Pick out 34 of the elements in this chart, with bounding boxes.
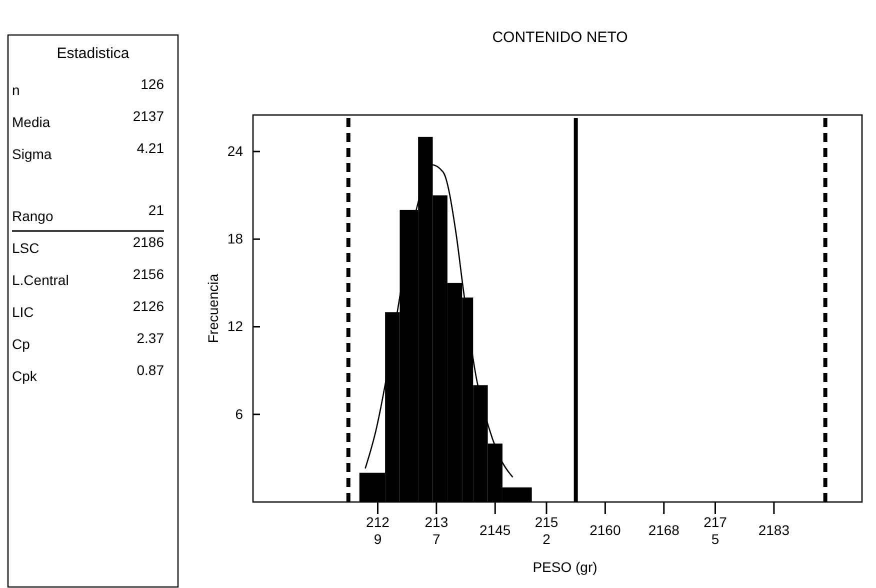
data-label: 2137 bbox=[132, 108, 164, 124]
category-label: LIC bbox=[12, 304, 34, 320]
category-label: Rango bbox=[12, 208, 54, 224]
data-label: 0.87 bbox=[136, 362, 164, 378]
data-label: 2156 bbox=[132, 266, 164, 282]
data-label: 4.21 bbox=[136, 140, 164, 156]
x-tick-label: 2160 bbox=[590, 522, 621, 538]
category-label: Media bbox=[12, 114, 50, 130]
x-tick-label: 213 7 bbox=[424, 514, 448, 547]
y-tick-label: 6 bbox=[235, 406, 244, 422]
x-tick-label: 217 5 bbox=[704, 514, 728, 547]
y-tick-label: 12 bbox=[227, 318, 244, 334]
y-axis-title: Frecuencia bbox=[205, 274, 221, 344]
y-tick-label: 18 bbox=[227, 230, 244, 247]
category-label: LSC bbox=[12, 240, 40, 256]
data-label: 126 bbox=[140, 76, 164, 92]
category-label: Cpk bbox=[12, 368, 38, 384]
text: Estadistica bbox=[56, 45, 130, 62]
y-tick-label: 24 bbox=[227, 142, 244, 159]
x-tick-label: 2168 bbox=[648, 522, 680, 538]
category-label: Sigma bbox=[12, 146, 52, 162]
category-label: n bbox=[12, 82, 20, 98]
data-label: 21 bbox=[148, 202, 164, 218]
chart-title: CONTENIDO NETO bbox=[492, 29, 628, 46]
x-axis-title: PESO (gr) bbox=[532, 559, 598, 575]
data-label: 2126 bbox=[132, 298, 164, 314]
x-tick-label: 215 2 bbox=[534, 514, 558, 547]
data-label: 2186 bbox=[132, 234, 164, 250]
x-tick-label: 2145 bbox=[480, 522, 511, 538]
data-label: 2.37 bbox=[136, 330, 164, 346]
x-tick-label: 212 9 bbox=[366, 514, 390, 547]
category-label: Cp bbox=[12, 336, 30, 352]
category-label: L.Central bbox=[12, 272, 69, 288]
x-tick-label: 2183 bbox=[758, 522, 790, 538]
